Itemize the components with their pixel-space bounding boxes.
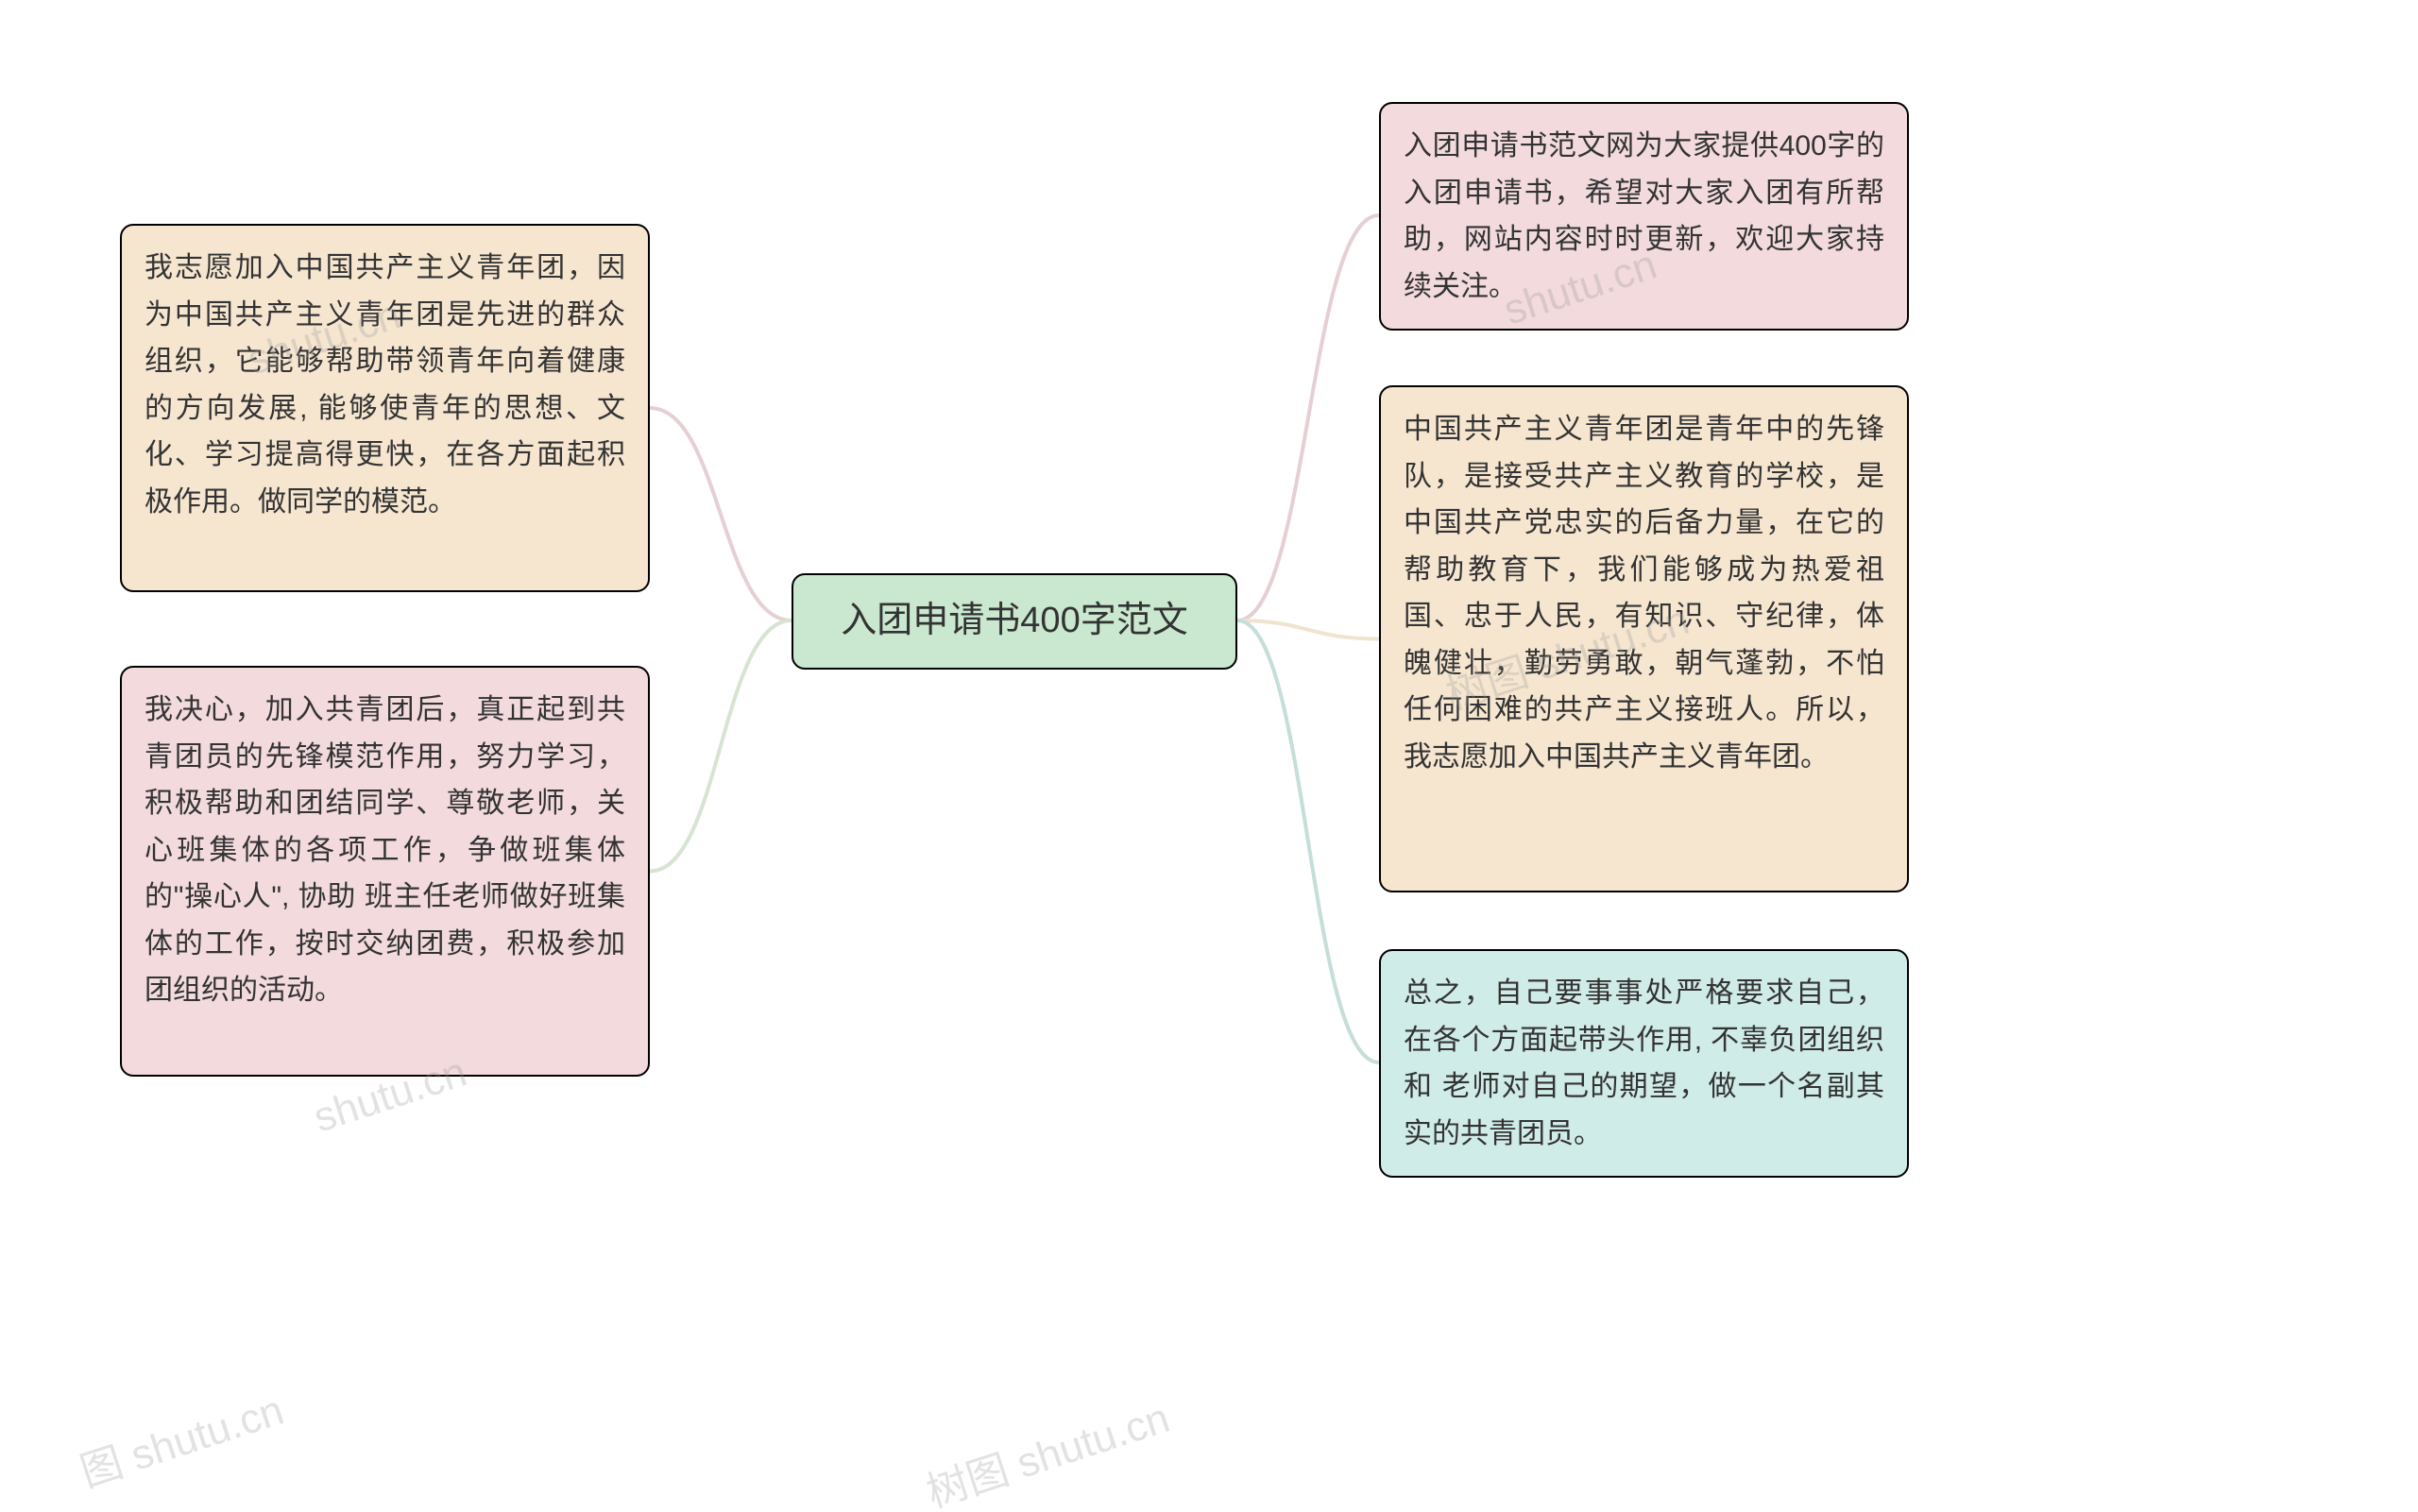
center-node: 入团申请书400字范文 [792,573,1237,670]
connector-edge [1237,620,1379,1062]
connector-edge [650,620,792,872]
left-node-1-text: 我志愿加入中国共产主义青年团，因为中国共产主义青年团是先进的群众组织，它能够帮助… [145,252,625,518]
connector-edge [1237,215,1379,620]
left-node-2-text: 我决心，加入共青团后，真正起到共青团员的先锋模范作用，努力学习，积极帮助和团结同… [145,694,625,1006]
right-node-3-text: 总之，自己要事事处严格要求自己，在各个方面起带头作用, 不辜负团组织 和 老师对… [1404,977,1884,1149]
right-node-1: 入团申请书范文网为大家提供400字的入团申请书，希望对大家入团有所帮助，网站内容… [1379,102,1909,331]
connector-edge [650,408,792,620]
left-node-2: 我决心，加入共青团后，真正起到共青团员的先锋模范作用，努力学习，积极帮助和团结同… [120,666,650,1077]
right-node-3: 总之，自己要事事处严格要求自己，在各个方面起带头作用, 不辜负团组织 和 老师对… [1379,949,1909,1178]
watermark-4: 图 shutu.cn [72,1376,290,1499]
right-node-2-text: 中国共产主义青年团是青年中的先锋队，是接受共产主义教育的学校，是中国共产党忠实的… [1404,414,1884,773]
center-node-text: 入团申请书400字范文 [841,601,1187,640]
left-node-1: 我志愿加入中国共产主义青年团，因为中国共产主义青年团是先进的群众组织，它能够帮助… [120,224,650,592]
connector-edge [1237,620,1379,639]
right-node-1-text: 入团申请书范文网为大家提供400字的入团申请书，希望对大家入团有所帮助，网站内容… [1404,130,1884,302]
right-node-2: 中国共产主义青年团是青年中的先锋队，是接受共产主义教育的学校，是中国共产党忠实的… [1379,385,1909,892]
watermark-5: 树图 shutu.cn [918,1384,1176,1512]
